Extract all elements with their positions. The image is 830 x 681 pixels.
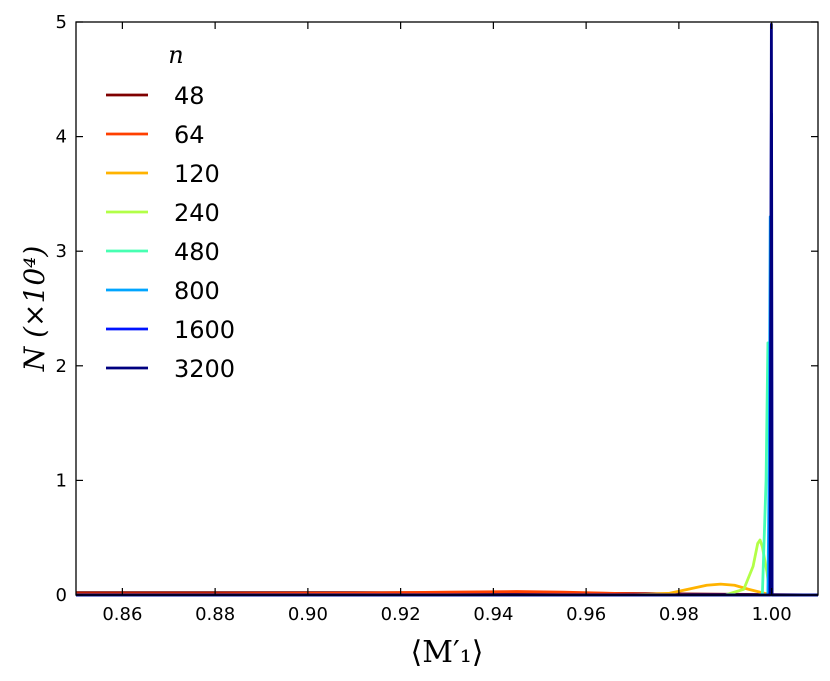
legend-label-3200: 3200 [174,355,235,383]
x-tick-label: 0.92 [381,604,421,625]
x-tick-label: 0.88 [195,604,235,625]
y-tick-label: 3 [56,241,67,262]
legend-label-120: 120 [174,160,220,188]
y-tick-label: 1 [56,470,67,491]
y-tick-label: 2 [56,356,67,377]
y-tick-label: 4 [56,127,67,148]
x-tick-label: 0.86 [102,604,142,625]
legend-label-240: 240 [174,199,220,227]
y-tick-label: 0 [56,585,67,606]
legend-label-64: 64 [174,121,205,149]
legend-label-48: 48 [174,82,205,110]
y-tick-label: 5 [56,12,67,33]
legend-label-1600: 1600 [174,316,235,344]
x-tick-label: 0.98 [659,604,699,625]
plot-frame [75,21,819,596]
legend: n 48 64 120 240 480 800 1600 3200 [106,41,235,383]
tick-layer: 0.86 0.88 0.90 0.92 0.94 0.96 0.98 1.00 0 1 2 3 4 5 [56,12,818,625]
legend-label-480: 480 [174,238,220,266]
x-tick-label: 0.90 [288,604,328,625]
y-axis-label: N (×10⁴) [18,246,51,373]
x-axis-label: ⟨M′₁⟩ [411,635,484,670]
legend-label-800: 800 [174,277,220,305]
legend-title: n [168,41,183,69]
x-tick-label: 0.96 [566,604,606,625]
series-line-800 [76,215,818,597]
series-line-240 [76,538,818,597]
x-tick-label: 0.94 [473,604,513,625]
x-tick-label: 1.00 [752,604,792,625]
